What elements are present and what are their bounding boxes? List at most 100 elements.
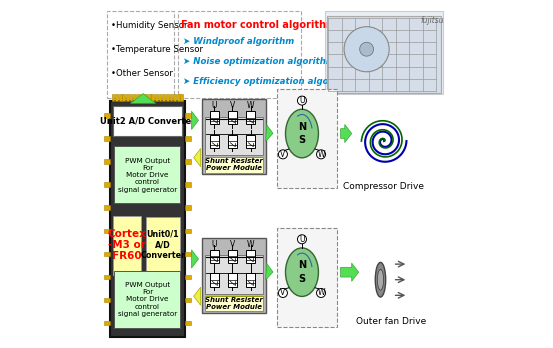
Text: fujitsu: fujitsu (421, 16, 444, 25)
Circle shape (316, 288, 326, 298)
Text: V: V (280, 150, 285, 159)
Bar (246, 111, 255, 125)
Bar (104, 229, 110, 233)
Text: Unit2 A/D Converter: Unit2 A/D Converter (100, 117, 195, 126)
Bar (185, 252, 191, 256)
Bar (110, 101, 185, 337)
Text: S: S (299, 135, 306, 145)
Bar (185, 298, 191, 302)
Bar (104, 298, 110, 302)
Bar (146, 218, 180, 273)
Bar (155, 94, 158, 101)
Bar (104, 159, 110, 164)
Bar (325, 11, 443, 94)
Bar (137, 94, 140, 101)
Bar (185, 275, 191, 279)
Text: Shunt Resister
Power Module: Shunt Resister Power Module (205, 158, 263, 172)
Ellipse shape (375, 262, 385, 297)
Text: N: N (298, 260, 306, 270)
Bar (104, 205, 110, 210)
Text: Unit0/1
A/D
Converter: Unit0/1 A/D Converter (140, 230, 185, 260)
Text: N: N (298, 121, 306, 132)
Bar (112, 94, 114, 101)
Bar (210, 250, 220, 263)
Text: Outer fan Drive: Outer fan Drive (356, 317, 426, 326)
Bar (104, 182, 110, 187)
Bar (228, 111, 237, 125)
Bar (148, 94, 150, 101)
Text: ➤ Efficiency optimization algorithm: ➤ Efficiency optimization algorithm (183, 77, 355, 86)
Circle shape (298, 96, 306, 105)
Circle shape (344, 27, 389, 72)
Text: ➤ Windproof algorithm: ➤ Windproof algorithm (183, 37, 294, 46)
Text: Cortex
-M3 or
FR60: Cortex -M3 or FR60 (108, 229, 147, 261)
Ellipse shape (285, 248, 319, 296)
Bar (228, 250, 237, 263)
Text: W: W (317, 288, 325, 298)
Text: Fan motor control algorithm:: Fan motor control algorithm: (181, 20, 340, 30)
Bar (185, 113, 191, 118)
Bar (228, 274, 237, 287)
Bar (166, 94, 169, 101)
Bar (202, 238, 266, 313)
Bar (104, 113, 110, 118)
Bar (119, 94, 122, 101)
Bar (185, 136, 191, 141)
Bar (107, 11, 174, 98)
Bar (180, 94, 183, 101)
Text: U: U (212, 240, 217, 249)
Bar (202, 100, 266, 174)
Bar (205, 296, 263, 311)
Text: •Other Sensor: •Other Sensor (111, 69, 173, 78)
Bar (205, 255, 263, 294)
Text: W: W (247, 101, 254, 110)
Bar (185, 182, 191, 187)
Bar (104, 275, 110, 279)
Bar (185, 159, 191, 164)
Text: S: S (299, 274, 306, 284)
Text: Compressor Drive: Compressor Drive (343, 182, 425, 191)
Circle shape (359, 42, 373, 56)
Bar (159, 94, 161, 101)
Bar (178, 11, 301, 98)
Text: ➤ Noise optimization algorithm: ➤ Noise optimization algorithm (183, 57, 335, 66)
Bar (104, 136, 110, 141)
Bar (177, 94, 180, 101)
Bar (276, 228, 337, 326)
Bar (126, 94, 129, 101)
Bar (205, 157, 263, 173)
Text: •Temperature Sensor: •Temperature Sensor (111, 45, 203, 54)
Bar (163, 94, 165, 101)
Bar (210, 135, 220, 148)
Text: PWM Output
For
Motor Drive
control
signal generator: PWM Output For Motor Drive control signa… (118, 158, 177, 192)
Ellipse shape (377, 269, 384, 290)
Text: V: V (230, 101, 235, 110)
Text: Shunt Resister
Power Module: Shunt Resister Power Module (205, 297, 263, 310)
Bar (246, 250, 255, 263)
Circle shape (316, 150, 326, 159)
Bar (327, 16, 441, 93)
Circle shape (278, 150, 288, 159)
Bar (104, 252, 110, 256)
Bar (210, 111, 220, 125)
Bar (140, 94, 143, 101)
Bar (246, 274, 255, 287)
Text: •Humidity Sensor: •Humidity Sensor (111, 22, 187, 31)
Text: U: U (299, 96, 305, 105)
Circle shape (298, 235, 306, 244)
Bar (205, 117, 263, 155)
Bar (246, 135, 255, 148)
Text: U: U (212, 101, 217, 110)
Text: V: V (230, 240, 235, 249)
Bar (122, 94, 125, 101)
Bar (133, 94, 136, 101)
Bar (113, 106, 182, 136)
Bar (129, 94, 132, 101)
Bar (276, 89, 337, 188)
Text: V: V (280, 288, 285, 298)
Ellipse shape (285, 109, 319, 158)
Bar (152, 94, 154, 101)
Text: W: W (317, 150, 325, 159)
Bar (113, 216, 142, 275)
Bar (210, 274, 220, 287)
